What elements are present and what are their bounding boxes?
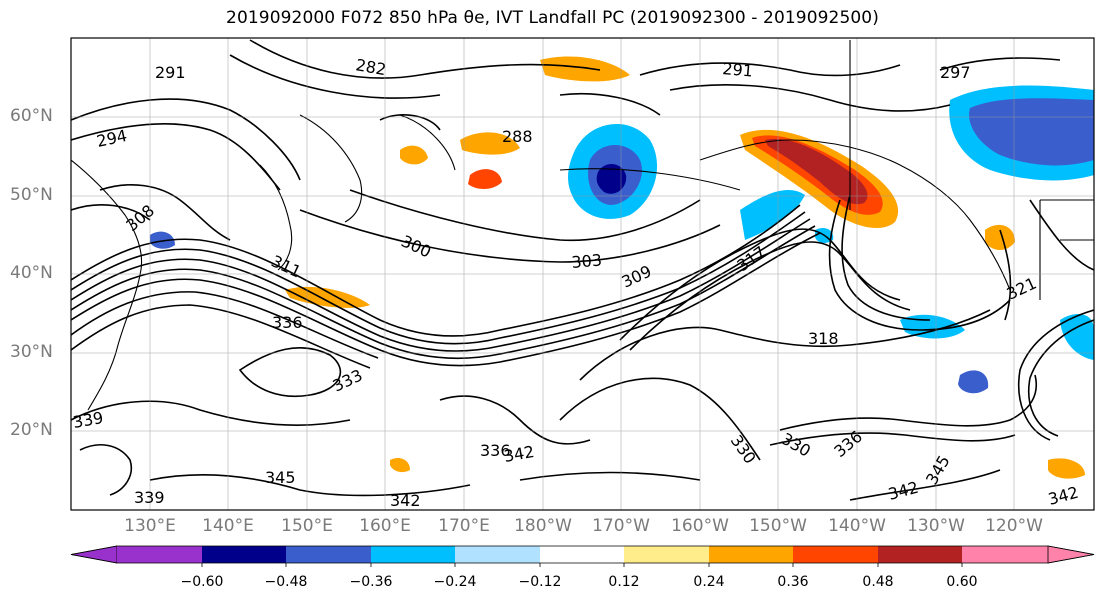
contour-label: 288	[502, 127, 533, 146]
lat-label-30n: 30°N	[10, 342, 53, 362]
contour-label: 291	[722, 59, 754, 81]
lon-label-140w: 140°W	[828, 516, 886, 536]
lat-label-60n: 60°N	[10, 106, 53, 126]
lon-label-160e: 160°E	[359, 516, 411, 536]
chart-title: 2019092000 F072 850 hPa θe, IVT Landfall…	[226, 8, 879, 28]
colorbar-segment	[962, 546, 1048, 563]
contour-label: 291	[155, 63, 186, 82]
colorbar-tick-label: −0.48	[264, 574, 308, 590]
colorbar-segment	[286, 546, 371, 563]
theta-e-contours	[71, 39, 1094, 501]
colorbar-extend-low	[70, 545, 118, 564]
colorbar-frame	[70, 545, 1095, 564]
contour-label: 297	[940, 63, 971, 82]
lon-label-140e: 140°E	[202, 516, 254, 536]
colorbar-segment	[793, 546, 878, 563]
colorbar-tick-label: −0.24	[433, 574, 477, 590]
contour-label: 342	[390, 491, 421, 510]
colorbar-tick-label: 0.36	[777, 574, 809, 590]
colorbar-tick-label: 0.24	[693, 574, 725, 590]
colorbar	[70, 545, 1095, 567]
colorbar-extend-high	[1047, 545, 1095, 564]
colorbar-segment	[540, 546, 624, 563]
plot-frame	[70, 37, 1095, 511]
colorbar-tick-label: 0.48	[862, 574, 894, 590]
colorbar-segment	[624, 546, 709, 563]
lon-label-160w: 160°W	[671, 516, 729, 536]
shaded-anomalies	[150, 56, 1094, 479]
lat-label-40n: 40°N	[10, 263, 53, 283]
colorbar-tick-label: 0.12	[608, 574, 640, 590]
contour-label: 318	[808, 329, 839, 348]
contour-label: 345	[265, 468, 296, 487]
lon-label-150w: 150°W	[749, 516, 807, 536]
colorbar-segment	[202, 546, 286, 563]
lon-label-150e: 150°E	[281, 516, 333, 536]
contour-label: 303	[571, 250, 603, 272]
lon-label-170w: 170°W	[592, 516, 650, 536]
colorbar-segment	[455, 546, 540, 563]
colorbar-segment	[371, 546, 455, 563]
colorbar-tick-label: 0.60	[946, 574, 978, 590]
coastlines	[71, 40, 1094, 411]
colorbar-segment	[709, 546, 793, 563]
lat-label-20n: 20°N	[10, 420, 53, 440]
contour-label: 336	[272, 313, 303, 332]
lon-label-120w: 120°W	[985, 516, 1043, 536]
colorbar-segment	[117, 546, 202, 563]
lon-label-170e: 170°E	[438, 516, 490, 536]
map-plot-area: 291 282 291 297 294 288 308 300 303 309 …	[71, 38, 1094, 510]
lon-label-130e: 130°E	[124, 516, 176, 536]
colorbar-tick-label: −0.36	[349, 574, 393, 590]
colorbar-tick-label: −0.12	[518, 574, 562, 590]
colorbar-segment	[878, 546, 962, 563]
colorbar-tick-label: −0.60	[180, 574, 224, 590]
lat-label-50n: 50°N	[10, 185, 53, 205]
gridlines	[71, 38, 1094, 510]
contour-label: 339	[134, 488, 165, 507]
lon-label-130w: 130°W	[907, 516, 965, 536]
lon-label-180w: 180°W	[514, 516, 572, 536]
contour-label: 336	[480, 441, 511, 460]
